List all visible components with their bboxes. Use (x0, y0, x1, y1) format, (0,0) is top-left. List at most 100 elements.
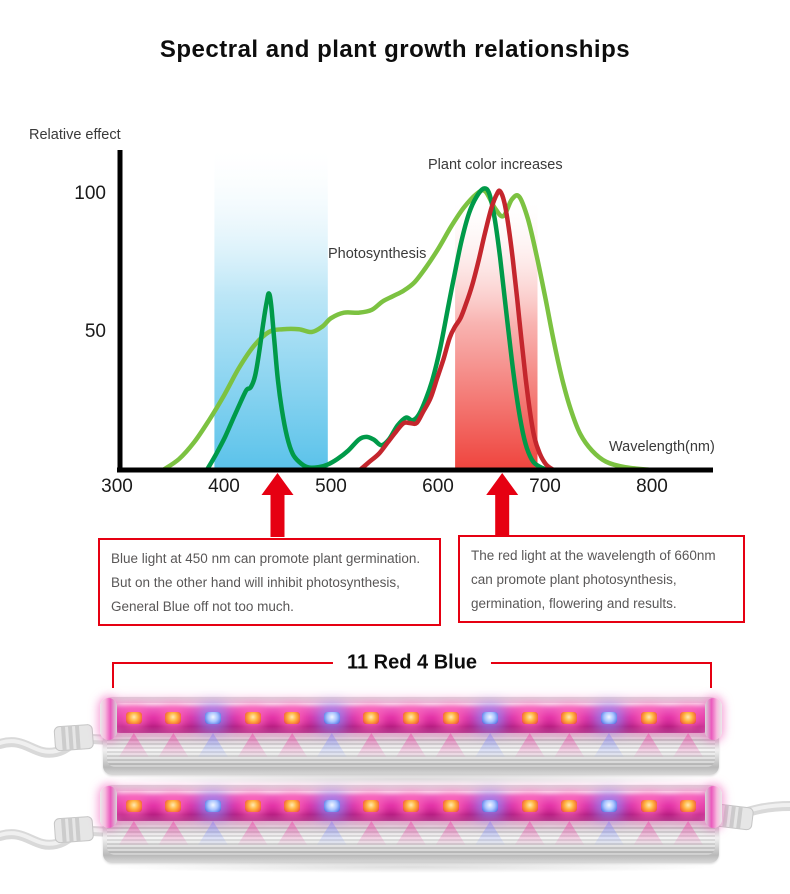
led-red (680, 712, 697, 724)
led-red (165, 800, 182, 812)
red-light-callout-box: The red light at the wavelength of 660nm… (458, 535, 745, 623)
led-red (363, 800, 380, 812)
tube2-right-plug (715, 804, 754, 831)
led-red (284, 712, 301, 724)
blue-light-callout-box: Blue light at 450 nm can promote plant g… (98, 538, 441, 626)
led-count-label: 11 Red 4 Blue (332, 651, 492, 675)
germination-curve (204, 186, 550, 473)
led-beam-blue (593, 821, 624, 845)
x-tick-300: 300 (101, 476, 133, 497)
x-tick-500: 500 (315, 476, 347, 497)
tube-end-cap-right (705, 786, 722, 828)
led-beams-row (114, 821, 708, 845)
led-red (521, 800, 538, 812)
callout-line: can promote plant photosynthesis, (471, 572, 677, 587)
y-tick-100: 100 (74, 183, 106, 204)
led-beam-blue (475, 821, 506, 845)
page-title: Spectral and plant growth relationships (159, 36, 631, 63)
led-beam-red (514, 821, 545, 845)
callout-line: The red light at the wavelength of 660nm (471, 548, 716, 563)
led-red (402, 800, 419, 812)
led-strip (114, 703, 708, 733)
led-blue (600, 712, 617, 724)
led-beam-red (435, 821, 466, 845)
x-axis-label: Wavelength(nm) (609, 439, 715, 455)
led-red (402, 712, 419, 724)
led-beam-red (277, 733, 308, 757)
led-red (244, 800, 261, 812)
led-beam-red (118, 821, 149, 845)
led-red (561, 800, 578, 812)
tube1-cord-plug (53, 724, 94, 752)
led-red (442, 800, 459, 812)
led-beam-red (158, 733, 189, 757)
led-beam-red (158, 821, 189, 845)
spectral-chart (117, 149, 713, 537)
callout-line: General Blue off not too much. (111, 599, 294, 614)
annotation-plant-color: Plant color increases (428, 157, 563, 173)
led-beam-red (395, 821, 426, 845)
tube-2-shadow (110, 861, 714, 873)
led-beam-red (118, 733, 149, 757)
y-tick-50: 50 (84, 321, 106, 342)
led-beam-red (673, 733, 704, 757)
led-red (680, 800, 697, 812)
tube-end-cap-left (100, 698, 117, 740)
led-blue (204, 712, 221, 724)
annotation-photosynthesis: Photosynthesis (328, 246, 427, 262)
led-beam-blue (197, 821, 228, 845)
led-beams-row (114, 733, 708, 757)
led-red (165, 712, 182, 724)
callout-line: Blue light at 450 nm can promote plant g… (111, 551, 421, 566)
led-blue (600, 800, 617, 812)
tube-end-cap-left (100, 786, 117, 828)
led-beam-red (554, 821, 585, 845)
chart-axes (117, 150, 713, 473)
led-blue (323, 800, 340, 812)
led-beam-red (673, 821, 704, 845)
led-beam-red (356, 821, 387, 845)
led-beam-red (633, 733, 664, 757)
x-tick-700: 700 (529, 476, 561, 497)
led-red (363, 712, 380, 724)
red-660nm-arrow (486, 473, 519, 537)
blue-450nm-arrow (261, 473, 294, 537)
led-beam-blue (593, 733, 624, 757)
led-beam-red (514, 733, 545, 757)
led-beam-red (277, 821, 308, 845)
y-axis-label: Relative effect (29, 127, 121, 143)
led-blue (204, 800, 221, 812)
led-blue (482, 800, 499, 812)
led-strip (114, 791, 708, 821)
led-beam-red (554, 733, 585, 757)
x-tick-600: 600 (422, 476, 454, 497)
led-red (244, 712, 261, 724)
led-red (521, 712, 538, 724)
photosynthesis-curve (160, 188, 655, 473)
led-beam-red (237, 733, 268, 757)
led-blue (323, 712, 340, 724)
led-beam-red (633, 821, 664, 845)
led-beam-red (356, 733, 387, 757)
grow-light-tube-1 (100, 697, 722, 775)
x-tick-800: 800 (636, 476, 668, 497)
led-beam-blue (316, 821, 347, 845)
led-blue (482, 712, 499, 724)
tube-end-cap-right (705, 698, 722, 740)
callout-line: germination, flowering and results. (471, 596, 677, 611)
led-beam-red (395, 733, 426, 757)
grow-light-tube-2 (100, 785, 722, 863)
led-red (640, 712, 657, 724)
led-beam-blue (475, 733, 506, 757)
led-red (561, 712, 578, 724)
x-tick-400: 400 (208, 476, 240, 497)
led-beam-blue (197, 733, 228, 757)
tube2-left-plug (53, 816, 94, 844)
tube-1-shadow (110, 773, 714, 785)
flowering-curve (357, 188, 556, 473)
led-red (125, 800, 142, 812)
led-red (284, 800, 301, 812)
led-red (442, 712, 459, 724)
led-beam-blue (316, 733, 347, 757)
